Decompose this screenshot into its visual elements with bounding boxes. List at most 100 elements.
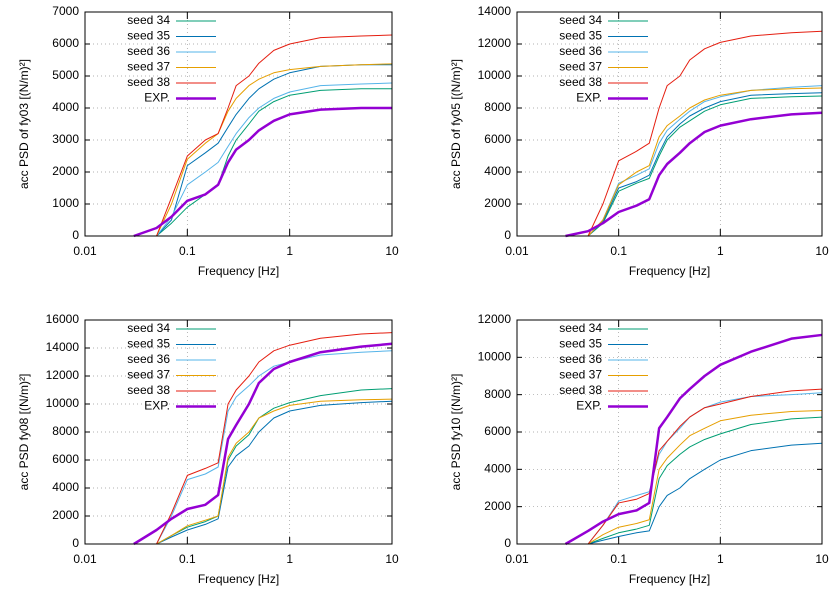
legend-label: seed 37 — [127, 60, 170, 74]
x-tick-label: 0.01 — [73, 244, 97, 258]
y-tick-label: 6000 — [52, 36, 79, 50]
y-tick-label: 12000 — [46, 368, 80, 382]
legend-label: seed 37 — [127, 368, 170, 382]
y-tick-label: 2000 — [52, 508, 79, 522]
series-line — [133, 342, 393, 546]
y-tick-label: 4000 — [52, 480, 79, 494]
y-tick-label: 10000 — [478, 350, 512, 364]
y-tick-label: 8000 — [484, 100, 511, 114]
y-tick-label: 6000 — [52, 452, 79, 466]
legend-label: EXP. — [144, 399, 170, 413]
series-line — [156, 82, 393, 237]
x-tick-label: 0.1 — [610, 244, 627, 258]
series-line — [565, 111, 823, 238]
legend-label: seed 35 — [559, 29, 602, 43]
legend-label: seed 36 — [559, 44, 602, 58]
legend-label: seed 35 — [127, 337, 170, 351]
x-tick-label: 0.1 — [179, 244, 196, 258]
legend-label: seed 34 — [127, 321, 170, 335]
x-tick-label: 1 — [286, 552, 293, 566]
legend-label: EXP. — [144, 91, 170, 105]
y-axis-label: acc PSD of fy05 [(N/m)²] — [449, 59, 463, 189]
y-axis-label: acc PSD of fy03 [(N/m)²] — [17, 59, 31, 189]
y-tick-label: 6000 — [484, 132, 511, 146]
x-tick-label: 1 — [717, 552, 724, 566]
y-tick-label: 10000 — [46, 396, 80, 410]
y-tick-label: 1000 — [52, 196, 79, 210]
x-tick-label: 0.01 — [505, 244, 529, 258]
x-tick-label: 0.01 — [73, 552, 97, 566]
y-tick-label: 0 — [72, 228, 79, 242]
x-tick-label: 10 — [815, 244, 829, 258]
legend-label: seed 37 — [559, 368, 602, 382]
series-line — [587, 87, 823, 237]
series-line — [587, 388, 823, 545]
y-tick-label: 5000 — [52, 68, 79, 82]
y-tick-label: 14000 — [46, 340, 80, 354]
series-line — [156, 398, 393, 545]
series-line — [156, 332, 393, 545]
y-tick-label: 0 — [72, 536, 79, 550]
series-line — [587, 92, 823, 237]
y-tick-label: 7000 — [52, 4, 79, 18]
plot-border — [84, 319, 393, 545]
plot-border — [84, 11, 393, 237]
series-line — [587, 410, 823, 545]
y-tick-label: 16000 — [46, 312, 80, 326]
x-tick-label: 0.01 — [505, 552, 529, 566]
x-axis-label: Frequency [Hz] — [629, 572, 710, 586]
series-line — [587, 416, 823, 545]
legend-label: seed 38 — [127, 383, 170, 397]
series-line — [156, 34, 393, 237]
y-tick-label: 4000 — [484, 462, 511, 476]
series-line — [156, 350, 393, 545]
y-tick-label: 14000 — [478, 4, 512, 18]
y-tick-label: 4000 — [52, 100, 79, 114]
y-tick-label: 12000 — [478, 312, 512, 326]
series-line — [587, 442, 823, 545]
series-line — [156, 64, 392, 237]
legend-label: seed 34 — [127, 13, 170, 27]
plot-border — [516, 319, 823, 545]
x-tick-label: 10 — [815, 552, 829, 566]
x-tick-label: 1 — [717, 244, 724, 258]
x-tick-label: 0.1 — [610, 552, 627, 566]
series-line — [133, 106, 392, 238]
y-tick-label: 10000 — [478, 68, 512, 82]
series-line — [156, 400, 393, 545]
x-tick-label: 10 — [385, 552, 399, 566]
y-tick-label: 3000 — [52, 132, 79, 146]
legend-label: seed 34 — [559, 321, 602, 335]
y-tick-label: 4000 — [484, 164, 511, 178]
legend-label: seed 36 — [559, 352, 602, 366]
subplot: 0 2000 4000 6000 8000 10000 12000 14000 0.01 0.1 1… — [449, 4, 829, 278]
series-line — [156, 88, 392, 237]
x-axis-label: Frequency [Hz] — [198, 264, 279, 278]
y-tick-label: 0 — [504, 536, 511, 550]
y-tick-label: 12000 — [478, 36, 512, 50]
y-axis-label: acc PSD fy08 [(N/m)²] — [17, 374, 31, 491]
legend-label: EXP. — [576, 91, 602, 105]
y-axis-label: acc PSD fy10 [(N/m)²] — [449, 374, 463, 491]
series-line — [587, 392, 823, 545]
series-line — [587, 30, 823, 237]
legend-label: seed 37 — [559, 60, 602, 74]
subplot: 0 1000 2000 3000 4000 5000 6000 7000 0.01 0.1 1 10 F… — [17, 4, 399, 278]
legend-label: EXP. — [576, 399, 602, 413]
legend-label: seed 35 — [559, 337, 602, 351]
y-tick-label: 8000 — [52, 424, 79, 438]
y-tick-label: 0 — [504, 228, 511, 242]
y-tick-label: 8000 — [484, 387, 511, 401]
legend-label: seed 36 — [127, 352, 170, 366]
legend-label: seed 34 — [559, 13, 602, 27]
series-line — [564, 333, 823, 546]
x-axis-label: Frequency [Hz] — [198, 572, 279, 586]
y-tick-label: 2000 — [52, 164, 79, 178]
y-tick-label: 6000 — [484, 424, 511, 438]
y-tick-label: 2000 — [484, 499, 511, 513]
series-line — [156, 63, 393, 237]
plot-border — [516, 11, 823, 237]
legend-label: seed 35 — [127, 29, 170, 43]
legend-label: seed 38 — [127, 75, 170, 89]
